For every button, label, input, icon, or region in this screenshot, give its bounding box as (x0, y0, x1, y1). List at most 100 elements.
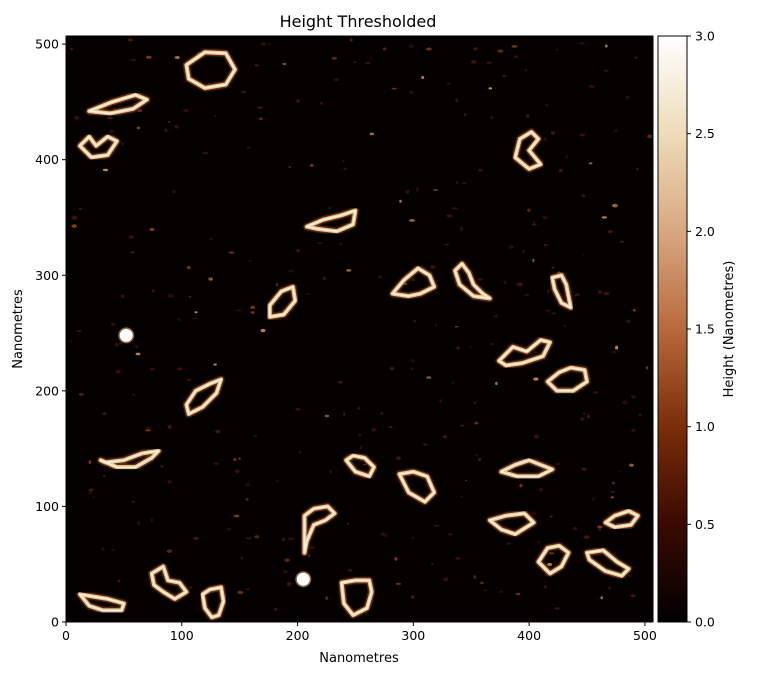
noise-speck (519, 483, 523, 488)
dna-loop-core (306, 209, 357, 233)
dna-loop-core (391, 267, 435, 297)
noise-speck (494, 315, 498, 318)
noise-speck (508, 245, 514, 249)
noise-speck (435, 291, 438, 294)
noise-speck (240, 556, 244, 560)
noise-speck (334, 78, 339, 82)
noise-speck (135, 344, 139, 349)
noise-speck (477, 278, 483, 281)
noise-speck (149, 227, 155, 232)
y-tick-label: 0 (51, 615, 59, 630)
noise-speck (128, 235, 134, 240)
noise-speck (365, 61, 371, 65)
noise-speck (610, 490, 616, 493)
noise-speck (630, 594, 636, 598)
noise-speck (101, 547, 105, 551)
colorbar-gradient (657, 35, 688, 623)
noise-speck (410, 278, 416, 282)
noise-speck (622, 400, 628, 405)
noise-speck (130, 251, 135, 254)
noise-speck (342, 160, 345, 162)
noise-speck (573, 526, 578, 531)
noise-speck (531, 511, 537, 515)
noise-speck (227, 527, 232, 531)
noise-speck (462, 182, 468, 185)
dna-loop-core (604, 510, 639, 528)
noise-speck (284, 558, 290, 562)
noise-speck (380, 412, 384, 415)
colorbar-tick-label: 2.5 (695, 126, 715, 141)
noise-speck (533, 221, 536, 225)
noise-speck (209, 238, 214, 240)
noise-speck (619, 470, 623, 473)
noise-speck (317, 242, 323, 245)
noise-speck (176, 367, 183, 371)
x-axis-label: Nanometres (319, 651, 399, 666)
noise-speck (434, 323, 437, 327)
noise-speck (543, 137, 547, 141)
noise-speck (430, 265, 436, 269)
noise-speck (102, 474, 106, 477)
noise-speck (579, 42, 585, 45)
noise-speck (405, 190, 410, 194)
noise-speck (186, 265, 191, 270)
noise-speck (202, 151, 209, 155)
noise-speck (563, 325, 566, 327)
noise-speck (607, 230, 613, 234)
noise-speck (346, 522, 350, 525)
noise-speck (603, 291, 610, 296)
noise-speck (325, 596, 329, 600)
dna-loop-core (201, 586, 225, 619)
noise-speck (515, 593, 521, 596)
noise-speck (168, 120, 171, 124)
y-tick-label: 300 (35, 268, 59, 283)
noise-speck (409, 219, 415, 222)
noise-speck (455, 556, 461, 560)
noise-speck (371, 428, 376, 432)
noise-speck (78, 392, 84, 396)
noise-speck (111, 322, 116, 326)
noise-speck (149, 368, 155, 370)
noise-speck (524, 293, 530, 296)
noise-speck (102, 412, 107, 415)
noise-speck (275, 282, 279, 287)
noise-speck (188, 295, 192, 298)
dna-loop-core (586, 549, 630, 577)
noise-speck (167, 424, 172, 429)
noise-speck (394, 557, 398, 561)
noise-speck (543, 585, 548, 589)
noise-speck (446, 82, 451, 85)
noise-speck (88, 488, 94, 492)
noise-speck (489, 342, 495, 345)
noise-speck (120, 142, 124, 147)
noise-speck (600, 596, 603, 600)
noise-speck (117, 579, 121, 583)
x-tick-label: 400 (517, 628, 541, 643)
x-tick-label: 300 (401, 628, 425, 643)
noise-speck (473, 47, 478, 51)
dna-loop-core (345, 454, 375, 478)
noise-speck (583, 535, 590, 539)
noise-speck (580, 417, 584, 421)
noise-speck (573, 293, 580, 297)
dna-loop-core (514, 131, 542, 170)
noise-speck (610, 496, 614, 499)
noise-speck (421, 75, 425, 80)
noise-speck (634, 56, 638, 59)
noise-speck (254, 64, 259, 67)
dna-loop-core (269, 286, 296, 318)
noise-speck (339, 243, 343, 246)
noise-speck (543, 244, 548, 247)
noise-speck (411, 358, 414, 363)
colorbar-tick-label: 1.5 (695, 322, 715, 337)
noise-speck (506, 542, 511, 545)
noise-speck (183, 108, 190, 113)
noise-speck (442, 435, 447, 439)
noise-speck (531, 223, 536, 226)
noise-speck (110, 549, 116, 551)
noise-speck (298, 450, 302, 454)
noise-speck (451, 207, 458, 210)
plot-frame (65, 35, 654, 623)
noise-speck (597, 290, 603, 295)
colorbar-tick-label: 0.5 (695, 517, 715, 532)
